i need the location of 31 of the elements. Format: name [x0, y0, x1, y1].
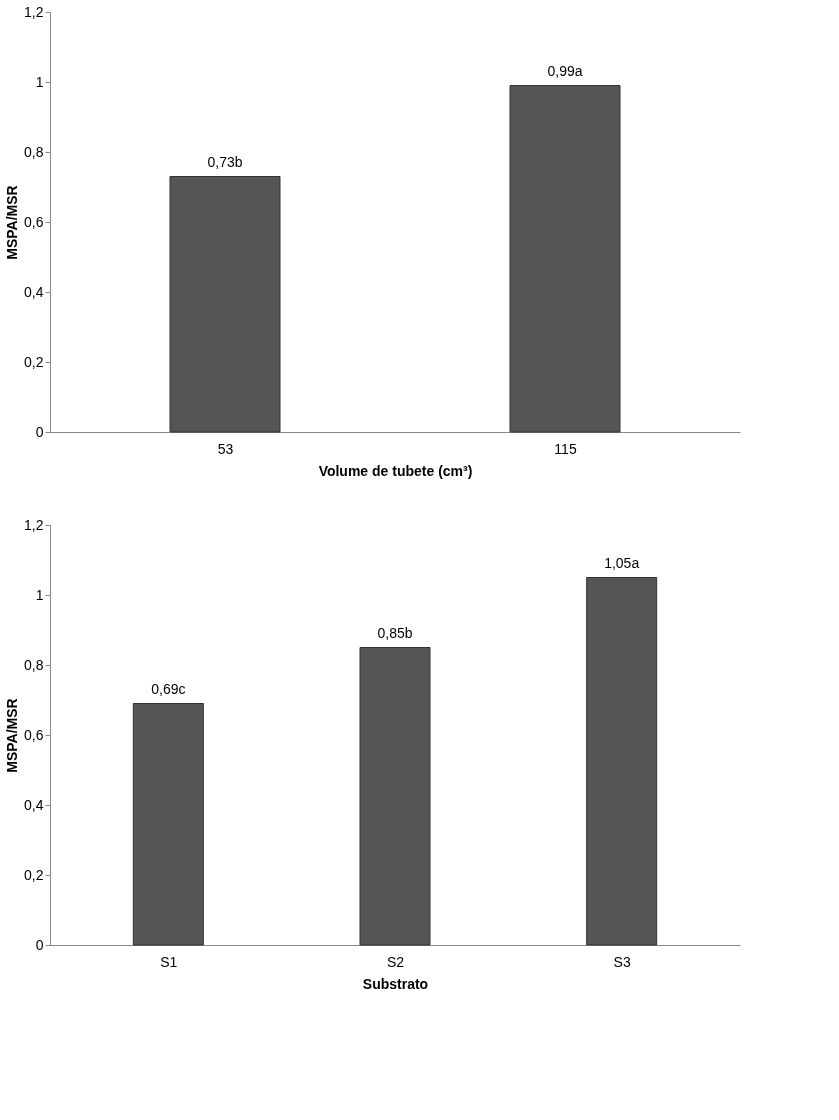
data-label: 1,05a — [604, 554, 640, 571]
data-label: 0,69c — [151, 680, 186, 697]
y-tick-label: 1 — [35, 586, 44, 603]
y-tick-label: 0,8 — [24, 656, 44, 673]
y-tick-label: 0 — [35, 936, 44, 953]
bar — [586, 577, 658, 946]
y-tick-label: 1 — [35, 73, 44, 90]
data-label: 0,85b — [377, 624, 413, 641]
y-tick-label: 0,2 — [24, 353, 44, 370]
x-tick-label: 53 — [217, 440, 234, 457]
y-tick-label: 0,8 — [24, 143, 44, 160]
bar — [359, 647, 431, 946]
y-axis-title: MSPA/MSR — [4, 185, 21, 260]
data-label: 0,73b — [207, 153, 243, 170]
y-tick-label: 1,2 — [24, 3, 44, 20]
data-label: 0,99a — [547, 62, 583, 79]
x-tick-label: S2 — [386, 953, 405, 970]
y-tick-label: 0,4 — [24, 283, 44, 300]
y-tick-label: 1,2 — [24, 516, 44, 533]
y-tick-label: 0 — [35, 423, 44, 440]
y-tick-label: 0,6 — [24, 726, 44, 743]
x-axis-title: Volume de tubete (cm³) — [318, 462, 473, 479]
y-tick-label: 0,6 — [24, 213, 44, 230]
y-tick-label: 0,2 — [24, 866, 44, 883]
bar — [132, 703, 204, 946]
x-tick-label: 115 — [554, 440, 577, 457]
x-tick-label: S1 — [160, 953, 178, 970]
y-tick-label: 0,4 — [24, 796, 44, 813]
x-axis-title: Substrato — [362, 975, 429, 992]
y-axis-title: MSPA/MSR — [4, 698, 21, 773]
x-tick-label: S3 — [613, 953, 631, 970]
